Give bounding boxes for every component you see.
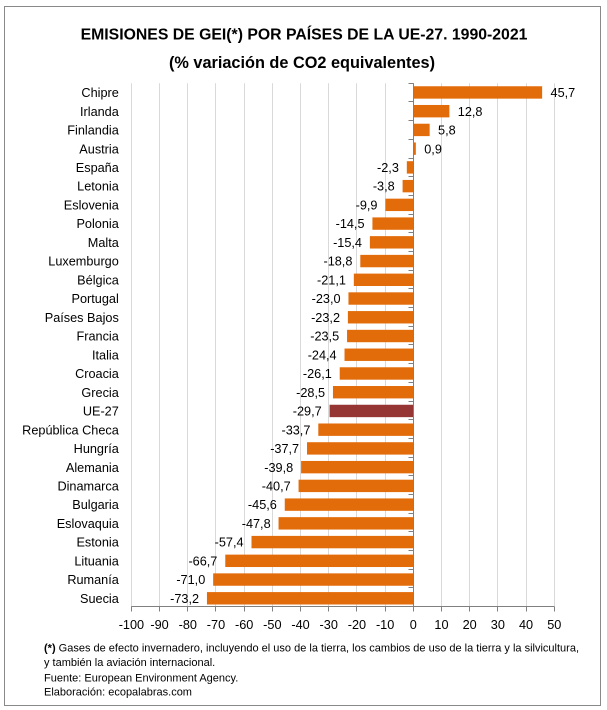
svg-text:-60: -60 bbox=[235, 618, 253, 632]
svg-text:Estonia: Estonia bbox=[76, 536, 119, 550]
svg-text:(% variación de CO2 equivalent: (% variación de CO2 equivalentes) bbox=[169, 54, 435, 72]
svg-text:Eslovaquia: Eslovaquia bbox=[57, 517, 120, 531]
svg-text:30: 30 bbox=[491, 618, 505, 632]
svg-text:-57,4: -57,4 bbox=[215, 536, 244, 550]
svg-text:Austria: Austria bbox=[79, 142, 119, 156]
svg-text:Luxemburgo: Luxemburgo bbox=[48, 255, 119, 269]
svg-text:0,9: 0,9 bbox=[424, 142, 442, 156]
svg-text:-2,3: -2,3 bbox=[377, 161, 399, 175]
svg-text:-21,1: -21,1 bbox=[317, 273, 346, 287]
svg-text:-23,2: -23,2 bbox=[311, 311, 340, 325]
svg-text:Letonia: Letonia bbox=[77, 180, 120, 194]
svg-text:10: 10 bbox=[434, 618, 448, 632]
svg-text:Alemania: Alemania bbox=[66, 461, 120, 475]
svg-text:-26,1: -26,1 bbox=[303, 367, 332, 381]
svg-text:-39,8: -39,8 bbox=[264, 461, 293, 475]
svg-text:Elaboración: ecopalabras.com: Elaboración: ecopalabras.com bbox=[44, 687, 192, 699]
svg-text:-33,7: -33,7 bbox=[281, 423, 310, 437]
svg-text:-70: -70 bbox=[207, 618, 225, 632]
svg-text:Eslovenia: Eslovenia bbox=[64, 198, 120, 212]
svg-text:Rumanía: Rumanía bbox=[67, 573, 119, 587]
svg-text:España: España bbox=[76, 161, 120, 175]
svg-text:20: 20 bbox=[463, 618, 477, 632]
svg-text:Suecia: Suecia bbox=[80, 592, 120, 606]
svg-text:Finlandia: Finlandia bbox=[67, 124, 119, 138]
svg-text:Chipre: Chipre bbox=[81, 86, 118, 100]
svg-text:Malta: Malta bbox=[88, 236, 120, 250]
svg-text:50: 50 bbox=[547, 618, 561, 632]
svg-text:-100: -100 bbox=[119, 618, 144, 632]
svg-text:12,8: 12,8 bbox=[458, 105, 483, 119]
svg-text:-37,7: -37,7 bbox=[270, 442, 299, 456]
svg-text:-40: -40 bbox=[291, 618, 309, 632]
svg-text:-10: -10 bbox=[376, 618, 394, 632]
svg-text:5,8: 5,8 bbox=[438, 124, 456, 138]
svg-text:Lituania: Lituania bbox=[74, 554, 119, 568]
svg-text:-23,0: -23,0 bbox=[312, 292, 341, 306]
svg-text:-80: -80 bbox=[179, 618, 197, 632]
svg-text:-23,5: -23,5 bbox=[310, 330, 339, 344]
svg-text:-24,4: -24,4 bbox=[308, 348, 337, 362]
svg-text:-66,7: -66,7 bbox=[188, 554, 217, 568]
svg-text:-30: -30 bbox=[320, 618, 338, 632]
svg-text:Portugal: Portugal bbox=[72, 292, 119, 306]
svg-text:Hungría: Hungría bbox=[74, 442, 120, 456]
svg-text:-71,0: -71,0 bbox=[176, 573, 205, 587]
svg-text:-9,9: -9,9 bbox=[356, 198, 378, 212]
svg-text:-3,8: -3,8 bbox=[373, 180, 395, 194]
svg-text:Italia: Italia bbox=[92, 348, 120, 362]
svg-text:Países Bajos: Países Bajos bbox=[45, 311, 119, 325]
svg-text:(*) Gases de efecto invernader: (*) Gases de efecto invernadero, incluye… bbox=[44, 643, 579, 655]
svg-text:-29,7: -29,7 bbox=[293, 405, 322, 419]
svg-text:Irlanda: Irlanda bbox=[80, 105, 120, 119]
svg-text:-90: -90 bbox=[150, 618, 168, 632]
svg-text:y también la aviación internac: y también la aviación internacional. bbox=[44, 657, 215, 669]
svg-text:-50: -50 bbox=[263, 618, 281, 632]
svg-text:Grecia: Grecia bbox=[81, 386, 119, 400]
svg-text:-18,8: -18,8 bbox=[323, 255, 352, 269]
svg-text:Croacia: Croacia bbox=[75, 367, 120, 381]
svg-text:-28,5: -28,5 bbox=[296, 386, 325, 400]
svg-text:República Checa: República Checa bbox=[22, 423, 120, 437]
svg-text:0: 0 bbox=[410, 618, 417, 632]
svg-text:-45,6: -45,6 bbox=[248, 498, 277, 512]
svg-text:40: 40 bbox=[519, 618, 533, 632]
svg-text:-40,7: -40,7 bbox=[262, 479, 291, 493]
svg-text:EMISIONES DE GEI(*) POR PAÍSES: EMISIONES DE GEI(*) POR PAÍSES DE LA UE-… bbox=[81, 25, 528, 44]
svg-text:-15,4: -15,4 bbox=[333, 236, 362, 250]
svg-text:Bélgica: Bélgica bbox=[77, 273, 120, 287]
svg-text:-14,5: -14,5 bbox=[336, 217, 365, 231]
svg-text:-47,8: -47,8 bbox=[242, 517, 271, 531]
svg-text:Francia: Francia bbox=[76, 330, 119, 344]
svg-text:Dinamarca: Dinamarca bbox=[57, 479, 119, 493]
svg-text:-20: -20 bbox=[348, 618, 366, 632]
svg-text:Fuente: European Environment A: Fuente: European Environment Agency. bbox=[44, 672, 238, 684]
svg-text:Polonia: Polonia bbox=[76, 217, 119, 231]
svg-text:UE-27: UE-27 bbox=[83, 405, 119, 419]
svg-text:Bulgaria: Bulgaria bbox=[72, 498, 119, 512]
svg-text:45,7: 45,7 bbox=[551, 86, 576, 100]
svg-text:-73,2: -73,2 bbox=[170, 592, 199, 606]
